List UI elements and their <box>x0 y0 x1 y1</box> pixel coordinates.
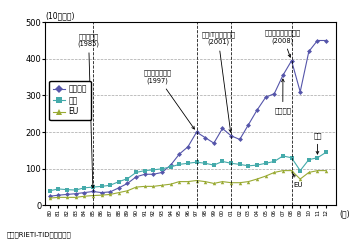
Text: EU: EU <box>293 174 303 188</box>
Text: (10億ドル): (10億ドル) <box>45 11 75 20</box>
Text: 米国ITバブル崩壊
(2001): 米国ITバブル崩壊 (2001) <box>201 31 235 132</box>
Text: 米国: 米国 <box>313 132 322 154</box>
Text: リーマン・ショック
(2008): リーマン・ショック (2008) <box>265 29 301 57</box>
Legend: 東アジア, 米国, EU: 東アジア, 米国, EU <box>49 81 91 120</box>
Text: アジア通貨危機
(1997): アジア通貨危機 (1997) <box>144 70 194 129</box>
Text: プラザ合意
(1985): プラザ合意 (1985) <box>78 33 99 188</box>
Text: 東アジア: 東アジア <box>274 79 291 114</box>
Text: 資料：RIETI-TIDから作成。: 資料：RIETI-TIDから作成。 <box>7 231 72 238</box>
Text: (年): (年) <box>339 209 350 218</box>
